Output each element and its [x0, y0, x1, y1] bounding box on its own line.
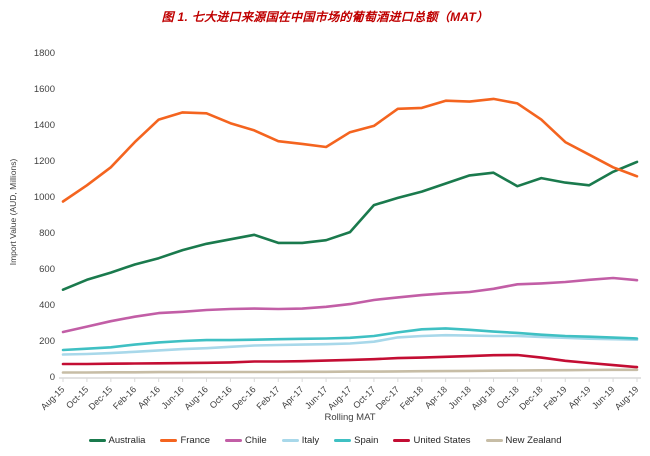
y-tick-label: 0 [50, 372, 55, 383]
x-tick-label: Apr-17 [279, 384, 305, 410]
legend-label: New Zealand [505, 435, 562, 446]
x-tick-label: Jun-16 [159, 384, 186, 411]
y-tick-label: 1400 [34, 120, 55, 131]
series-line-spain [61, 327, 639, 352]
y-tick-label: 1600 [34, 84, 55, 95]
legend-item-new-zealand: New Zealand [485, 435, 562, 446]
x-tick-label: Aug-16 [182, 384, 210, 412]
legend-item-australia: Australia [88, 435, 146, 446]
x-tick-label: Oct-17 [351, 384, 377, 410]
legend-item-chile: Chile [225, 435, 267, 446]
legend-swatch-line [160, 439, 178, 442]
x-tick-label: Dec-18 [517, 384, 545, 412]
y-tick-label: 400 [39, 300, 55, 311]
x-tick-label: Dec-17 [374, 384, 402, 412]
x-tick-label: Feb-19 [541, 384, 568, 411]
x-tick-label: Apr-19 [566, 384, 592, 410]
series-line-new-zealand [61, 368, 639, 374]
legend-swatch-line [225, 439, 243, 442]
y-axis-title: Import Value (AUD, Millions) [8, 158, 18, 266]
y-tick-label: 1800 [34, 48, 55, 59]
x-tick-label: Jun-17 [303, 384, 330, 411]
chart-title: 图 1. 七大进口来源国在中国市场的葡萄酒进口总额（MAT） [161, 10, 489, 24]
y-tick-label: 1200 [34, 156, 55, 167]
x-tick-label: Jun-18 [446, 384, 473, 411]
x-tick-label: Feb-17 [254, 384, 281, 411]
x-tick-label: Aug-17 [326, 384, 354, 412]
x-tick-label: Jun-19 [590, 384, 617, 411]
x-tick-label: Feb-16 [111, 384, 138, 411]
legend-swatch-line [281, 439, 299, 442]
x-tick-label: Dec-15 [87, 384, 115, 412]
legend-item-france: France [160, 435, 210, 446]
legend-label: United States [413, 435, 471, 446]
x-tick-label: Apr-18 [423, 384, 449, 410]
y-tick-label: 600 [39, 264, 55, 275]
legend-swatch-line [88, 439, 106, 442]
legend-swatch-line [334, 439, 352, 442]
x-tick-label: Aug-15 [39, 384, 67, 412]
y-tick-label: 200 [39, 336, 55, 347]
legend-item-spain: Spain [334, 435, 378, 446]
legend-label: Australia [108, 435, 146, 446]
x-tick-label: Oct-18 [495, 384, 521, 410]
y-tick-label: 800 [39, 228, 55, 239]
series-line-australia [61, 160, 639, 292]
y-tick-label: 1000 [34, 192, 55, 203]
legend-label: Spain [354, 435, 379, 446]
x-tick-label: Oct-16 [208, 384, 234, 410]
legend-label: Chile [245, 435, 267, 446]
legend-swatch-line [485, 439, 503, 442]
legend-item-united-states: United States [393, 435, 471, 446]
legend-label: France [180, 435, 211, 446]
legend-label: Italy [301, 435, 320, 446]
legend-item-italy: Italy [281, 435, 320, 446]
legend-swatch-line [393, 439, 411, 442]
series-line-italy [61, 333, 639, 356]
x-axis-title: Rolling MAT [324, 412, 376, 423]
x-tick-label: Dec-16 [230, 384, 258, 412]
series-line-united-states [61, 353, 639, 369]
x-tick-label: Oct-15 [64, 384, 90, 410]
legend: Australia France Chile Italy Spain United Sta… [0, 435, 650, 446]
x-tick-label: Aug-18 [469, 384, 497, 412]
x-tick-label: Feb-18 [398, 384, 425, 411]
series-line-chile [61, 276, 639, 334]
x-tick-label: Aug-19 [613, 384, 641, 412]
x-tick-label: Apr-16 [136, 384, 162, 410]
series-line-france [61, 97, 639, 203]
